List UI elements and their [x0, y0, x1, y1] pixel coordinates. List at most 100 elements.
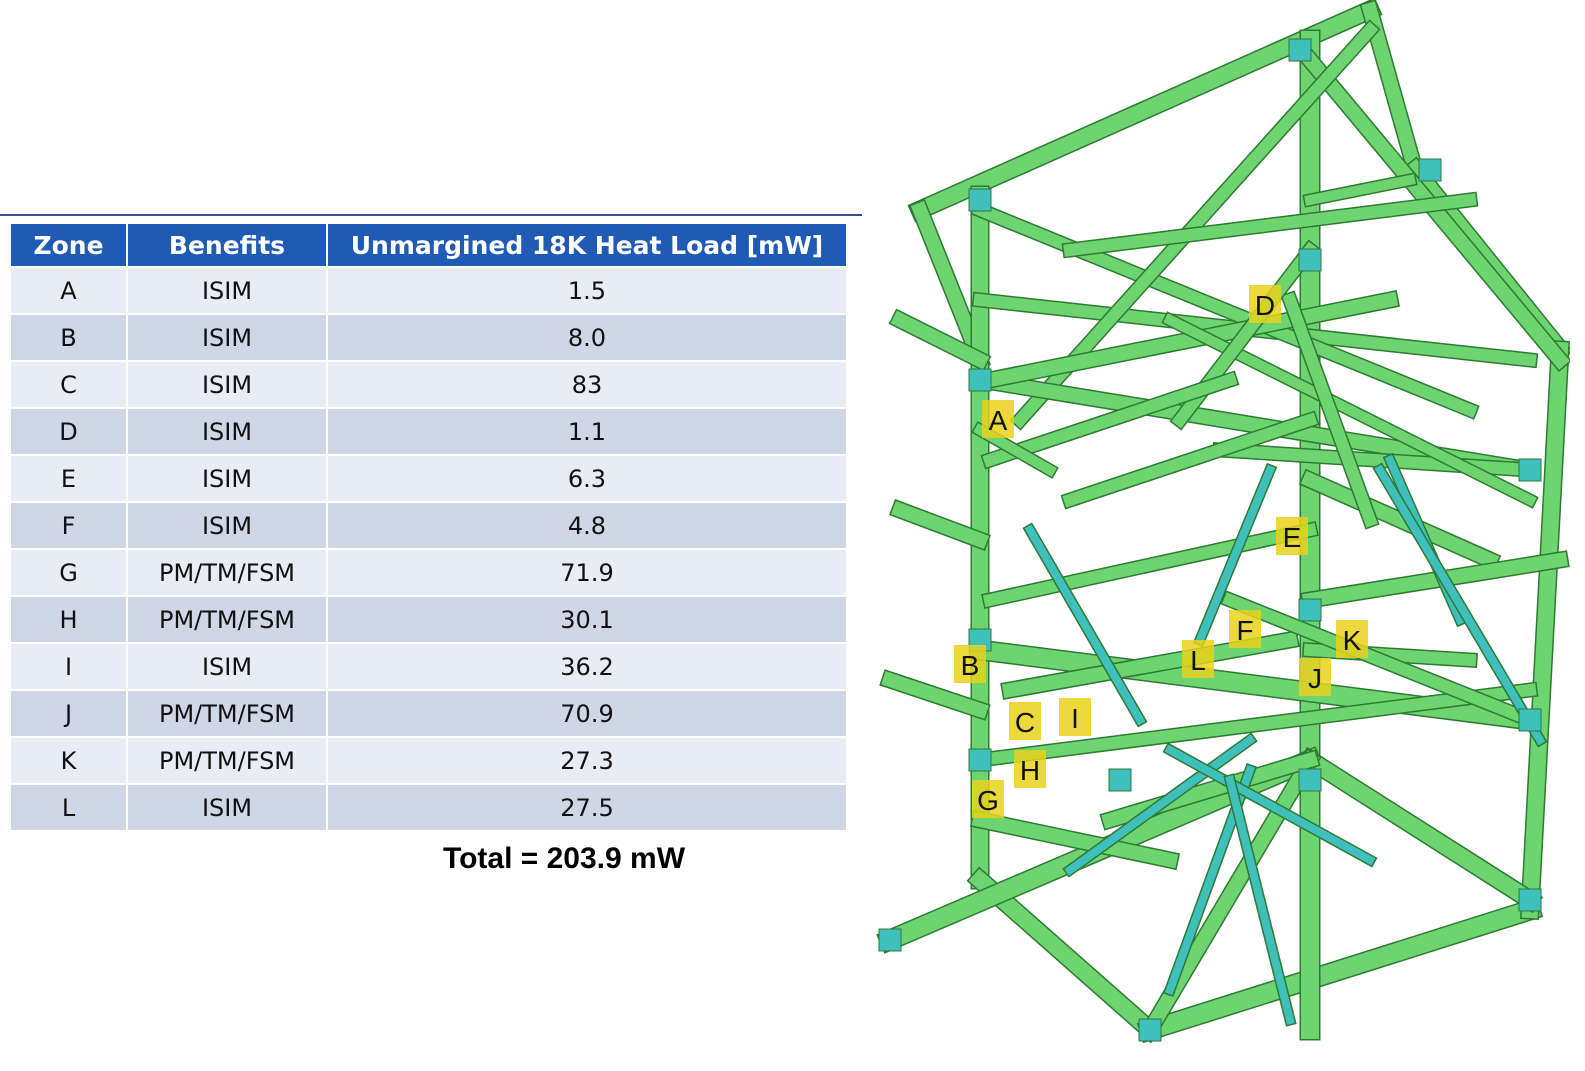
strut — [889, 499, 991, 551]
strut — [1000, 630, 1300, 700]
zone-label: J — [1308, 663, 1322, 694]
interface-joint — [1298, 248, 1322, 272]
table-row: C ISIM 83 — [11, 362, 846, 407]
zone-label: A — [989, 405, 1008, 436]
interface-joints — [878, 38, 1542, 1042]
benefit-cell: PM/TM/FSM — [128, 738, 326, 783]
benefit-cell: PM/TM/FSM — [128, 691, 326, 736]
load-cell: 71.9 — [328, 550, 846, 595]
zone-label: L — [1190, 645, 1206, 676]
cyan-strut — [1022, 522, 1148, 728]
table-row: G PM/TM/FSM 71.9 — [11, 550, 846, 595]
benefit-cell: PM/TM/FSM — [128, 550, 326, 595]
zone-cell: F — [11, 503, 126, 548]
zone-label: E — [1283, 522, 1302, 553]
zone-marker-b: B — [954, 645, 986, 683]
table-row: K PM/TM/FSM 27.3 — [11, 738, 846, 783]
benefit-cell: ISIM — [128, 456, 326, 501]
strut — [1060, 410, 1320, 510]
zone-marker-k: K — [1336, 620, 1368, 658]
table-row: D ISIM 1.1 — [11, 409, 846, 454]
load-cell: 70.9 — [328, 691, 846, 736]
interface-joint — [1298, 598, 1322, 622]
strut — [1296, 746, 1544, 914]
strut — [1300, 550, 1570, 610]
cyan-strut — [1372, 462, 1548, 748]
strut — [1520, 340, 1570, 920]
strut — [1061, 191, 1479, 259]
load-cell: 6.3 — [328, 456, 846, 501]
zone-cell: B — [11, 315, 126, 360]
table-row: B ISIM 8.0 — [11, 315, 846, 360]
truss-struts — [876, 0, 1570, 1044]
table-row: E ISIM 6.3 — [11, 456, 846, 501]
zone-marker-c: C — [1009, 702, 1041, 740]
zone-cell: D — [11, 409, 126, 454]
zone-cell: L — [11, 785, 126, 830]
benefit-cell: ISIM — [128, 503, 326, 548]
zone-marker-g: G — [972, 780, 1004, 818]
zone-cell: G — [11, 550, 126, 595]
load-cell: 1.1 — [328, 409, 846, 454]
zone-marker-i: I — [1059, 698, 1091, 736]
zone-cell: H — [11, 597, 126, 642]
table-row: A ISIM 1.5 — [11, 268, 846, 313]
zone-marker-l: L — [1182, 640, 1214, 678]
zone-cell: K — [11, 738, 126, 783]
strut — [1280, 290, 1380, 530]
header-benefits: Benefits — [128, 224, 326, 266]
interface-joint — [1108, 768, 1132, 792]
header-zone: Zone — [11, 224, 126, 266]
strut — [1220, 590, 1540, 730]
load-cell: 27.5 — [328, 785, 846, 830]
strut — [1302, 172, 1418, 208]
strut — [971, 681, 1539, 769]
load-cell: 83 — [328, 362, 846, 407]
zone-label: G — [977, 785, 999, 816]
benefit-cell: ISIM — [128, 409, 326, 454]
interface-joint — [1518, 888, 1542, 912]
truss-structure-diagram: A B C D E F GHI JK L — [876, 0, 1570, 1044]
table-row: F ISIM 4.8 — [11, 503, 846, 548]
cyan-strut — [1223, 773, 1297, 1027]
zone-cell: J — [11, 691, 126, 736]
strut — [970, 200, 1480, 420]
strut — [966, 866, 1164, 1044]
interface-joint — [968, 748, 992, 772]
header-heat-load: Unmargined 18K Heat Load [mW] — [328, 224, 846, 266]
interface-joint — [968, 368, 992, 392]
strut — [1359, 0, 1426, 181]
strut — [1212, 442, 1538, 478]
interface-joint — [1138, 1018, 1162, 1042]
zone-cell: C — [11, 362, 126, 407]
zone-marker-e: E — [1276, 517, 1308, 555]
table-row: J PM/TM/FSM 70.9 — [11, 691, 846, 736]
strut — [1298, 468, 1502, 572]
strut — [1136, 896, 1544, 1044]
benefit-cell: ISIM — [128, 268, 326, 313]
interface-joint — [878, 928, 902, 952]
benefit-cell: ISIM — [128, 315, 326, 360]
strut — [979, 289, 1401, 391]
zone-label: D — [1255, 290, 1275, 321]
table-row: L ISIM 27.5 — [11, 785, 846, 830]
zone-marker-d: D — [1249, 285, 1281, 323]
zone-label: K — [1343, 625, 1362, 656]
strut — [888, 308, 992, 372]
total-heat-load: Total = 203.9 mW — [443, 842, 686, 875]
interface-joint — [1518, 458, 1542, 482]
zone-label: F — [1236, 615, 1253, 646]
zone-label: B — [961, 650, 980, 681]
zone-label: H — [1020, 755, 1040, 786]
zone-markers: A B C D E F GHI JK L — [954, 285, 1368, 818]
zone-cell: E — [11, 456, 126, 501]
benefit-cell: PM/TM/FSM — [128, 597, 326, 642]
load-cell: 1.5 — [328, 268, 846, 313]
zone-marker-h: H — [1014, 750, 1046, 788]
interface-joint — [968, 188, 992, 212]
cyan-strut — [1062, 732, 1258, 878]
zone-label: I — [1071, 703, 1079, 734]
interface-joint — [1418, 158, 1442, 182]
strut — [1099, 749, 1321, 831]
heat-load-table: Zone Benefits Unmargined 18K Heat Load [… — [9, 222, 848, 832]
